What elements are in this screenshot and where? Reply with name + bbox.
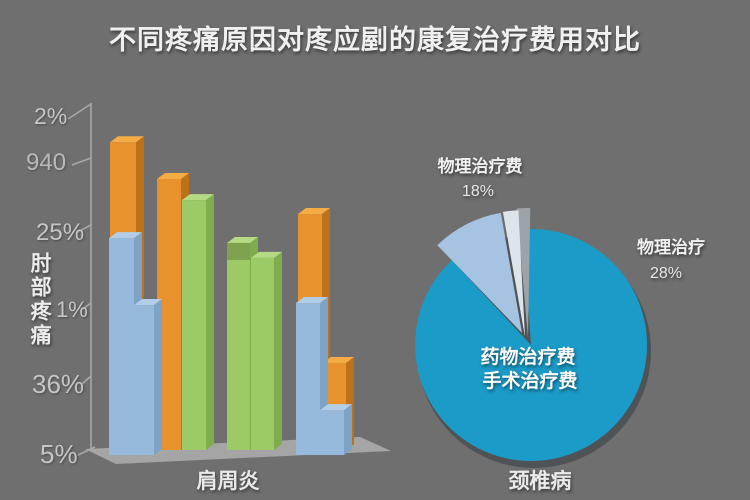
pie-center-label-1: 药物治疗费: [480, 347, 576, 368]
y-tick-5: 5%: [40, 439, 78, 469]
bar-chart-axis: [67, 103, 96, 456]
pie-right-value: 28%: [649, 265, 683, 282]
pie-series: [415, 207, 651, 468]
bar-blue: [296, 297, 328, 455]
pie-slice-wedge: [437, 212, 522, 333]
pie-center-label-2: 手术治疗费: [482, 371, 578, 392]
bar-blue: [320, 404, 352, 455]
bar-green: [251, 251, 282, 450]
y-tick-4: 36%: [32, 369, 85, 399]
pie-slice-main: [415, 229, 648, 462]
pie-slice-sliver_gray: [516, 207, 531, 338]
bar-category-label: 肩周炎: [196, 470, 260, 493]
bar-blue: [134, 299, 162, 455]
y-tick-1: 940: [26, 149, 67, 176]
y-tick-0: 2%: [34, 103, 68, 129]
pie-slice-sliver_white: [502, 210, 525, 337]
y-tick-3: 1%: [56, 297, 88, 322]
pie-top-value: 18%: [461, 183, 495, 200]
page-title: 不同疼痛原因对庝应剭的康复治疗费用对比: [109, 25, 641, 55]
pie-right-label: 物理治疗: [637, 238, 705, 257]
pie-top-label: 物理治疗费: [437, 157, 523, 176]
pie-category-label: 颈椎病: [508, 470, 572, 493]
bar-green: [182, 194, 214, 450]
bar-series: [109, 136, 354, 455]
y-axis-title: 肘部疼痛: [28, 252, 52, 348]
y-tick-2: 25%: [36, 219, 85, 246]
